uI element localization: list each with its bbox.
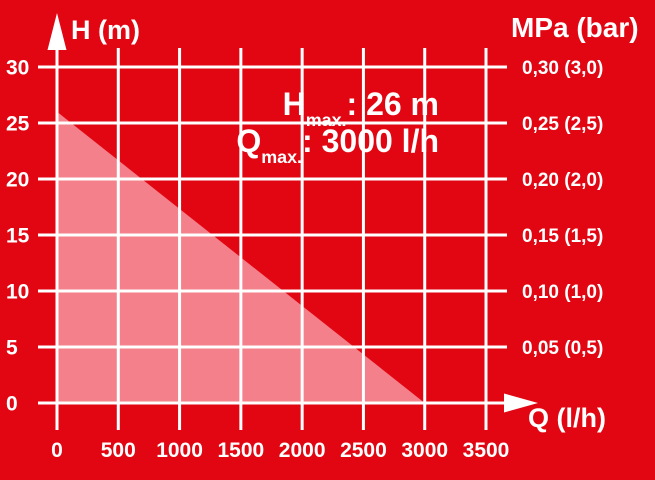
x-tick-label-500: 500 xyxy=(101,439,136,462)
x-tick-label-2000: 2000 xyxy=(279,439,326,462)
hmax-value: : 26 m xyxy=(346,86,439,122)
y-tick-label-0: 0 xyxy=(6,393,18,416)
x-tick-label-2500: 2500 xyxy=(340,439,387,462)
right-tick-label-5: 0,05 (0,5) xyxy=(522,338,603,359)
y-tick-label-20: 20 xyxy=(6,169,29,192)
qmax-line: Qmax.: 3000 l/h xyxy=(236,123,439,166)
right-tick-label-20: 0,20 (2,0) xyxy=(522,170,603,191)
y-axis-title: H (m) xyxy=(71,15,140,45)
hmax-symbol: H xyxy=(282,86,306,122)
right-tick-label-30: 0,30 (3,0) xyxy=(522,58,603,79)
qmax-subscript: max. xyxy=(261,146,303,167)
right-tick-label-10: 0,10 (1,0) xyxy=(522,282,603,303)
x-tick-label-1500: 1500 xyxy=(217,439,264,462)
x-tick-label-1000: 1000 xyxy=(156,439,203,462)
y-axis-arrow-icon xyxy=(47,13,67,50)
y-tick-label-15: 15 xyxy=(6,225,30,248)
right-axis-title: MPa (bar) xyxy=(511,12,639,43)
hmax-line: Hmax.: 26 m xyxy=(236,86,439,129)
x-axis-title: Q (l/h) xyxy=(528,403,606,433)
x-tick-label-3000: 3000 xyxy=(401,439,448,462)
y-tick-label-5: 5 xyxy=(6,337,18,360)
right-tick-label-15: 0,15 (1,5) xyxy=(522,226,603,247)
x-axis-arrow-icon xyxy=(504,393,538,413)
qmax-value: : 3000 l/h xyxy=(302,123,439,159)
x-tick-label-3500: 3500 xyxy=(463,439,510,462)
qmax-symbol: Q xyxy=(236,123,262,159)
y-tick-label-30: 30 xyxy=(6,57,29,80)
x-tick-label-0: 0 xyxy=(51,439,63,462)
y-tick-label-10: 10 xyxy=(6,281,29,304)
right-tick-label-25: 0,25 (2,5) xyxy=(522,114,603,135)
max-spec-annotation: Hmax.: 26 m Qmax.: 3000 l/h xyxy=(236,86,439,166)
hmax-subscript: max. xyxy=(305,109,347,130)
y-tick-label-25: 25 xyxy=(6,113,30,136)
